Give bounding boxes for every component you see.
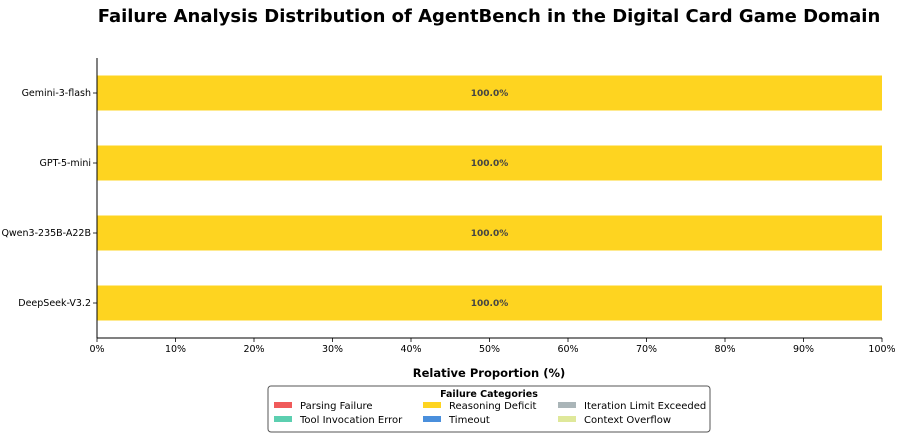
category-label: Qwen3-235B-A22B	[1, 228, 91, 239]
x-tick-label: 100%	[868, 344, 895, 355]
x-tick-label: 10%	[165, 344, 186, 355]
category-label: DeepSeek-V3.2	[18, 298, 91, 309]
legend-entry: Timeout	[448, 415, 490, 426]
bars-group	[97, 75, 882, 321]
x-tick-label: 40%	[400, 344, 421, 355]
bar-segment	[97, 75, 882, 111]
bar-segment	[97, 145, 882, 181]
legend-entry: Iteration Limit Exceeded	[584, 401, 706, 412]
x-tick-label: 30%	[322, 344, 343, 355]
legend-swatch	[274, 402, 292, 408]
legend-swatch	[423, 402, 441, 408]
category-label: GPT-5-mini	[40, 158, 91, 169]
x-tick-label: 60%	[557, 344, 578, 355]
data-label: 100.0%	[471, 89, 509, 99]
x-tick-label: 80%	[714, 344, 735, 355]
chart-title: Failure Analysis Distribution of AgentBe…	[98, 6, 881, 27]
legend-entry: Reasoning Deficit	[449, 401, 537, 412]
data-label: 100.0%	[471, 159, 509, 169]
category-label: Gemini-3-flash	[22, 88, 91, 99]
legend-swatch	[274, 416, 292, 422]
legend-swatch	[423, 416, 441, 422]
legend-swatch	[558, 402, 576, 408]
legend: Failure Categories Parsing Failure Tool I…	[267, 385, 711, 433]
y-axis: Gemini-3-flash GPT-5-mini Qwen3-235B-A22B D…	[1, 58, 98, 338]
x-tick-label: 0%	[89, 344, 104, 355]
x-axis-label: Relative Proportion (%)	[413, 366, 565, 380]
legend-frame	[267, 385, 711, 433]
legend-entry: Parsing Failure	[300, 401, 373, 412]
bar-segment	[97, 285, 882, 321]
x-axis: 0% 10% 20% 30% 40% 50% 60% 70% 80% 90% 100%	[89, 337, 896, 355]
data-label: 100.0%	[471, 299, 509, 309]
x-tick-label: 50%	[479, 344, 500, 355]
legend-entry: Tool Invocation Error	[299, 415, 403, 426]
legend-swatch	[558, 416, 576, 422]
bar-segment	[97, 215, 882, 251]
x-tick-label: 70%	[636, 344, 657, 355]
data-labels-group: 100.0% 100.0% 100.0% 100.0%	[471, 89, 509, 309]
x-tick-label: 90%	[793, 344, 814, 355]
data-label: 100.0%	[471, 229, 509, 239]
legend-entry: Context Overflow	[584, 415, 671, 426]
x-tick-label: 20%	[243, 344, 264, 355]
legend-title: Failure Categories	[440, 389, 538, 400]
